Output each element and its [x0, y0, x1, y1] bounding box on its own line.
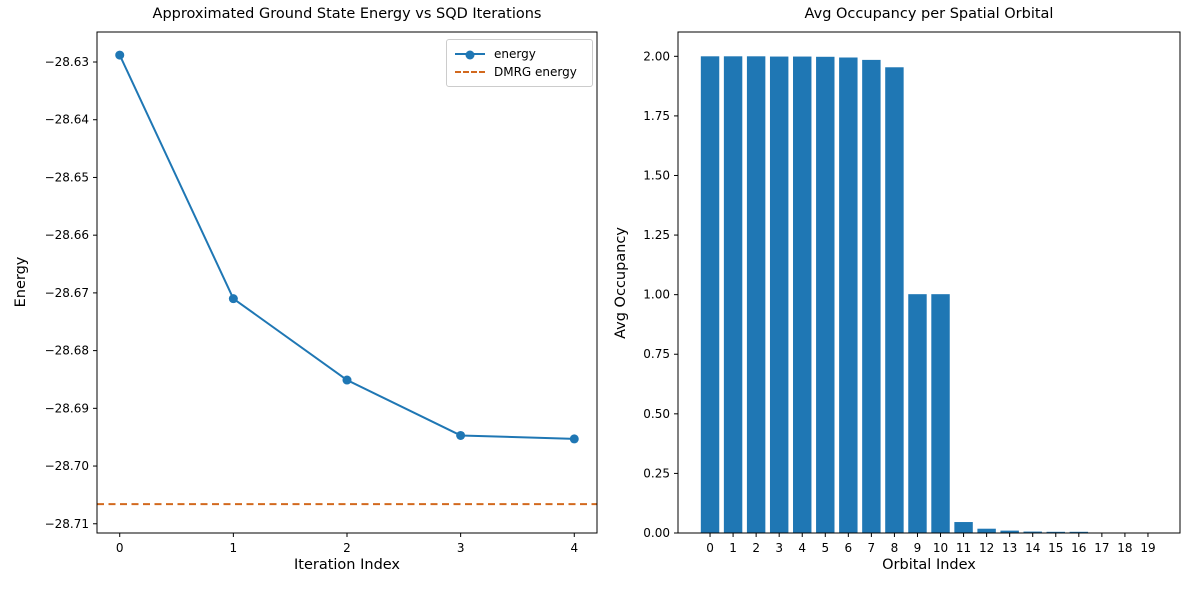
svg-text:2: 2	[343, 541, 351, 555]
legend-label-dmrg: DMRG energy	[494, 65, 577, 79]
legend-entry-dmrg: DMRG energy	[455, 63, 584, 81]
legend-box: energy DMRG energy	[446, 39, 593, 87]
dmrg-dashed-line-sample-icon	[455, 71, 485, 73]
svg-text:16: 16	[1071, 541, 1086, 555]
energy-line-sample-icon	[455, 50, 485, 60]
svg-text:1: 1	[230, 541, 238, 555]
svg-text:9: 9	[914, 541, 922, 555]
svg-text:1.00: 1.00	[643, 288, 670, 302]
svg-text:3: 3	[775, 541, 783, 555]
svg-text:10: 10	[933, 541, 948, 555]
svg-text:11: 11	[956, 541, 971, 555]
right-y-axis-label: Avg Occupancy	[613, 227, 629, 339]
svg-text:0: 0	[706, 541, 714, 555]
svg-text:−28.66: −28.66	[45, 228, 89, 242]
svg-text:4: 4	[570, 541, 578, 555]
svg-text:−28.70: −28.70	[45, 459, 89, 473]
legend-entry-energy: energy	[455, 45, 584, 63]
svg-text:0.75: 0.75	[643, 347, 670, 361]
legend-label-energy: energy	[494, 47, 536, 61]
svg-text:4: 4	[798, 541, 806, 555]
svg-text:1: 1	[729, 541, 737, 555]
svg-text:7: 7	[868, 541, 876, 555]
svg-text:1.75: 1.75	[643, 109, 670, 123]
right-x-axis-label: Orbital Index	[882, 557, 976, 573]
svg-text:−28.67: −28.67	[45, 286, 89, 300]
left-y-axis-label: Energy	[13, 256, 29, 308]
svg-text:0.50: 0.50	[643, 407, 670, 421]
svg-text:5: 5	[821, 541, 829, 555]
svg-text:−28.71: −28.71	[45, 517, 89, 531]
svg-text:3: 3	[457, 541, 465, 555]
svg-text:17: 17	[1094, 541, 1109, 555]
svg-text:13: 13	[1002, 541, 1017, 555]
svg-text:−28.65: −28.65	[45, 170, 89, 184]
svg-text:19: 19	[1140, 541, 1155, 555]
svg-text:8: 8	[891, 541, 899, 555]
svg-text:1.25: 1.25	[643, 228, 670, 242]
energy-marker-icon	[465, 50, 475, 60]
svg-text:−28.68: −28.68	[45, 344, 89, 358]
left-x-axis-label: Iteration Index	[293, 557, 401, 573]
left-chart-title: Approximated Ground State Energy vs SQD …	[152, 6, 542, 22]
svg-text:−28.69: −28.69	[45, 401, 89, 415]
svg-text:2: 2	[752, 541, 760, 555]
svg-text:15: 15	[1048, 541, 1063, 555]
svg-text:0.25: 0.25	[643, 466, 670, 480]
right-chart-title: Avg Occupancy per Spatial Orbital	[804, 6, 1054, 22]
svg-text:6: 6	[845, 541, 853, 555]
svg-text:18: 18	[1117, 541, 1132, 555]
svg-text:14: 14	[1025, 541, 1040, 555]
svg-text:1.50: 1.50	[643, 168, 670, 182]
svg-text:−28.64: −28.64	[45, 113, 89, 127]
svg-text:0: 0	[116, 541, 124, 555]
svg-text:2.00: 2.00	[643, 49, 670, 63]
svg-text:−28.63: −28.63	[45, 55, 89, 69]
svg-text:12: 12	[979, 541, 994, 555]
svg-text:0.00: 0.00	[643, 526, 670, 540]
